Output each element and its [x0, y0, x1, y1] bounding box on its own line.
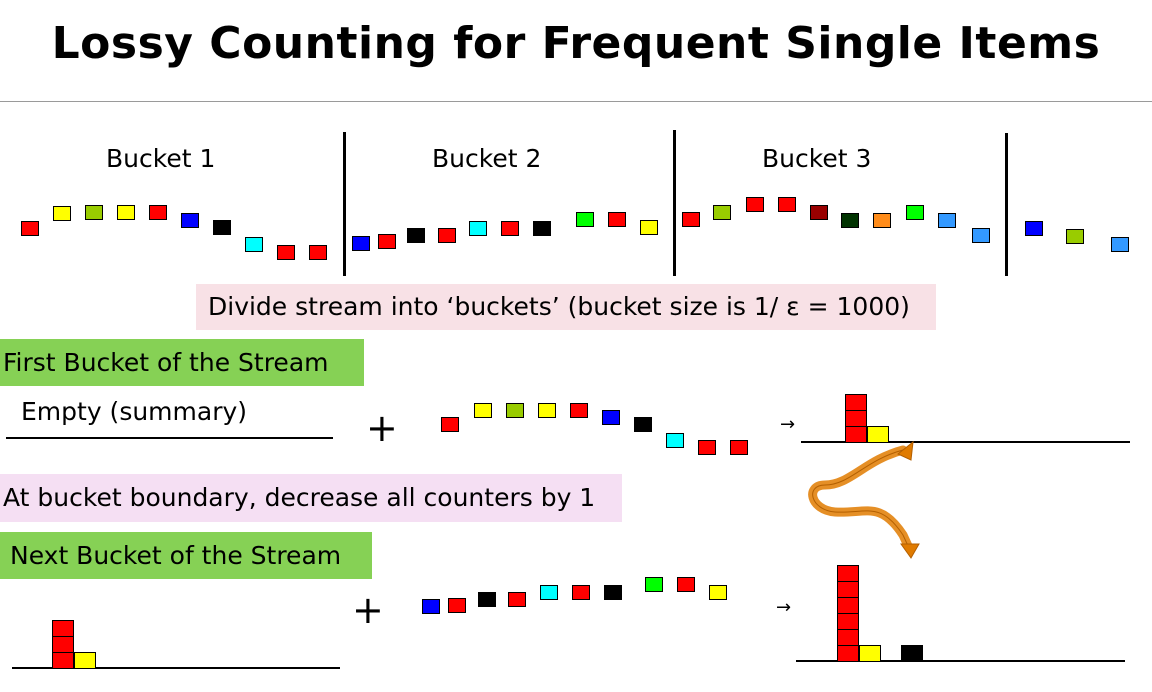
stream-bucket-3-item-10	[972, 228, 990, 243]
summary-1-baseline	[801, 441, 1130, 443]
summary-2-red-3	[52, 620, 74, 637]
stream-bucket-1-item-1	[21, 221, 39, 236]
bucket-boundary-3	[1005, 133, 1008, 276]
summary-2-baseline	[12, 667, 340, 669]
stream-bucket-2-item-4	[438, 228, 456, 243]
first-bucket-item-10	[730, 440, 748, 455]
divide-caption: Divide stream into ‘buckets’ (bucket siz…	[196, 284, 936, 330]
stream-bucket-2-item-2	[378, 234, 396, 249]
first-bucket-item-5	[570, 403, 588, 418]
stream-bucket-2-item-6	[501, 221, 519, 236]
stream-bucket-4-item-2	[1066, 229, 1084, 244]
first-bucket-label: First Bucket of the Stream	[0, 339, 364, 386]
stream-bucket-1-item-5	[149, 205, 167, 220]
first-bucket-item-3	[506, 403, 524, 418]
stream-bucket-3-item-9	[938, 213, 956, 228]
summary-3-red-2	[837, 629, 859, 646]
stream-bucket-3-item-6	[841, 213, 859, 228]
summary-2-red-2	[52, 636, 74, 653]
cycle-arrow-icon	[808, 440, 920, 559]
summary-1-red-1	[845, 426, 867, 443]
boundary-caption: At bucket boundary, decrease all counter…	[0, 474, 622, 522]
plus-sign-1: +	[366, 406, 398, 450]
bucket-3-label: Bucket 3	[762, 144, 872, 173]
arrow-icon-1: →	[780, 414, 796, 435]
stream-bucket-1-item-8	[245, 237, 263, 252]
first-bucket-item-8	[666, 433, 684, 448]
stream-bucket-1-item-10	[309, 245, 327, 260]
stream-bucket-3-item-1	[682, 212, 700, 227]
stream-bucket-2-item-7	[533, 221, 551, 236]
stream-bucket-2-item-9	[608, 212, 626, 227]
next-bucket-item-3	[478, 592, 496, 607]
next-bucket-item-7	[604, 585, 622, 600]
next-bucket-item-10	[709, 585, 727, 600]
bucket-boundary-2	[673, 130, 676, 276]
summary-3-black-1	[901, 645, 923, 662]
summary-3-baseline	[796, 660, 1125, 662]
stream-bucket-3-item-8	[906, 205, 924, 220]
stream-bucket-1-item-7	[213, 220, 231, 235]
stream-bucket-2-item-8	[576, 212, 594, 227]
next-bucket-item-5	[540, 585, 558, 600]
next-bucket-item-6	[572, 585, 590, 600]
first-bucket-item-1	[441, 417, 459, 432]
stream-bucket-3-item-2	[713, 205, 731, 220]
summary-3-red-4	[837, 597, 859, 614]
stream-bucket-2-item-10	[640, 220, 658, 235]
next-bucket-item-9	[677, 577, 695, 592]
summary-3-red-5	[837, 581, 859, 598]
plus-sign-2: +	[352, 588, 384, 632]
stream-bucket-4-item-1	[1025, 221, 1043, 236]
summary-3-red-6	[837, 565, 859, 582]
next-bucket-item-1	[422, 599, 440, 614]
bucket-1-label: Bucket 1	[106, 144, 216, 173]
arrow-icon-2: →	[776, 597, 792, 618]
stream-bucket-1-item-3	[85, 205, 103, 220]
stream-bucket-3-item-7	[873, 213, 891, 228]
stream-bucket-1-item-2	[53, 206, 71, 221]
stream-bucket-1-item-4	[117, 205, 135, 220]
first-bucket-item-6	[602, 410, 620, 425]
summary-1-red-3	[845, 394, 867, 411]
empty-summary-label: Empty (summary)	[21, 397, 248, 426]
next-bucket-item-8	[645, 577, 663, 592]
summary-3-red-1	[837, 645, 859, 662]
stream-bucket-4-item-3	[1111, 237, 1129, 252]
stream-bucket-1-item-6	[181, 213, 199, 228]
first-bucket-item-7	[634, 417, 652, 432]
first-bucket-item-2	[474, 403, 492, 418]
first-bucket-item-9	[698, 440, 716, 455]
summary-3-red-3	[837, 613, 859, 630]
stream-bucket-3-item-3	[746, 197, 764, 212]
summary-1-red-2	[845, 410, 867, 427]
next-bucket-item-2	[448, 598, 466, 613]
stream-bucket-3-item-4	[778, 197, 796, 212]
stream-bucket-1-item-9	[277, 245, 295, 260]
summary-3-yellow-1	[859, 645, 881, 662]
summary-2-red-1	[52, 652, 74, 669]
title-divider	[0, 101, 1152, 102]
summary-1-yellow-1	[867, 426, 889, 443]
first-bucket-item-4	[538, 403, 556, 418]
next-bucket-item-4	[508, 592, 526, 607]
stream-bucket-3-item-5	[810, 205, 828, 220]
page-title: Lossy Counting for Frequent Single Items	[51, 18, 1101, 69]
stream-bucket-2-item-3	[407, 228, 425, 243]
summary-2-yellow-1	[74, 652, 96, 669]
bucket-boundary-1	[343, 132, 346, 276]
stream-bucket-2-item-1	[352, 236, 370, 251]
bucket-2-label: Bucket 2	[432, 144, 542, 173]
empty-summary-baseline	[6, 437, 333, 439]
next-bucket-label: Next Bucket of the Stream	[0, 532, 372, 579]
stream-bucket-2-item-5	[469, 221, 487, 236]
